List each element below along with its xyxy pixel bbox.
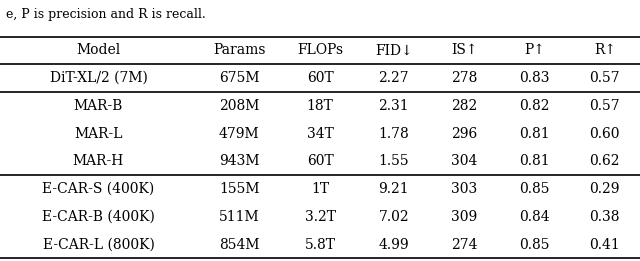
Text: 2.31: 2.31 <box>378 99 409 113</box>
Text: 0.81: 0.81 <box>519 154 550 168</box>
Text: DiT-XL/2 (7M): DiT-XL/2 (7M) <box>49 71 147 85</box>
Text: 303: 303 <box>451 182 477 196</box>
Text: Model: Model <box>76 43 120 57</box>
Text: 854M: 854M <box>219 238 259 252</box>
Text: 0.85: 0.85 <box>519 182 550 196</box>
Text: 60T: 60T <box>307 71 333 85</box>
Text: 296: 296 <box>451 127 477 141</box>
Text: 0.84: 0.84 <box>519 210 550 224</box>
Text: 278: 278 <box>451 71 477 85</box>
Text: E-CAR-L (800K): E-CAR-L (800K) <box>42 238 154 252</box>
Text: 0.62: 0.62 <box>589 154 620 168</box>
Text: 0.57: 0.57 <box>589 71 620 85</box>
Text: 0.81: 0.81 <box>519 127 550 141</box>
Text: 7.02: 7.02 <box>378 210 409 224</box>
Text: MAR-L: MAR-L <box>74 127 123 141</box>
Text: MAR-H: MAR-H <box>73 154 124 168</box>
Text: 0.41: 0.41 <box>589 238 620 252</box>
Text: 1.55: 1.55 <box>378 154 409 168</box>
Text: 34T: 34T <box>307 127 333 141</box>
Text: 3.2T: 3.2T <box>305 210 335 224</box>
Text: E-CAR-B (400K): E-CAR-B (400K) <box>42 210 155 224</box>
Text: P↑: P↑ <box>524 43 545 57</box>
Text: 9.21: 9.21 <box>378 182 409 196</box>
Text: 479M: 479M <box>219 127 259 141</box>
Text: 0.57: 0.57 <box>589 99 620 113</box>
Text: R↑: R↑ <box>594 43 616 57</box>
Text: 0.60: 0.60 <box>589 127 620 141</box>
Text: 208M: 208M <box>219 99 259 113</box>
Text: 0.29: 0.29 <box>589 182 620 196</box>
Text: 943M: 943M <box>219 154 259 168</box>
Text: 274: 274 <box>451 238 477 252</box>
Text: FID↓: FID↓ <box>375 43 413 57</box>
Text: 0.85: 0.85 <box>519 238 550 252</box>
Text: 304: 304 <box>451 154 477 168</box>
Text: MAR-B: MAR-B <box>74 99 123 113</box>
Text: 18T: 18T <box>307 99 333 113</box>
Text: 2.27: 2.27 <box>378 71 409 85</box>
Text: 1T: 1T <box>311 182 329 196</box>
Text: 4.99: 4.99 <box>378 238 409 252</box>
Text: E-CAR-S (400K): E-CAR-S (400K) <box>42 182 155 196</box>
Text: 0.38: 0.38 <box>589 210 620 224</box>
Text: 155M: 155M <box>219 182 259 196</box>
Text: 309: 309 <box>451 210 477 224</box>
Text: 60T: 60T <box>307 154 333 168</box>
Text: FLOPs: FLOPs <box>297 43 343 57</box>
Text: 0.82: 0.82 <box>519 99 550 113</box>
Text: 282: 282 <box>451 99 477 113</box>
Text: 5.8T: 5.8T <box>305 238 335 252</box>
Text: e, P is precision and R is recall.: e, P is precision and R is recall. <box>6 8 206 21</box>
Text: IS↑: IS↑ <box>451 43 477 57</box>
Text: 511M: 511M <box>219 210 259 224</box>
Text: 675M: 675M <box>219 71 259 85</box>
Text: 1.78: 1.78 <box>378 127 409 141</box>
Text: 0.83: 0.83 <box>519 71 550 85</box>
Text: Params: Params <box>213 43 266 57</box>
